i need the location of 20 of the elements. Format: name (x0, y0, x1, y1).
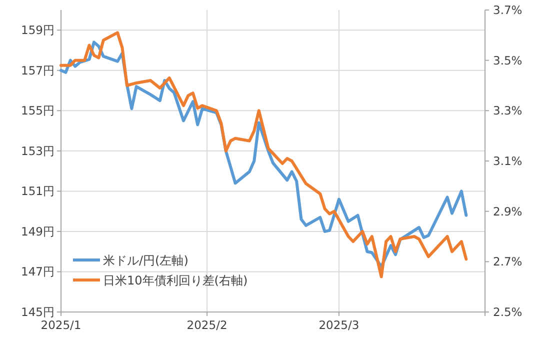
y-tick-label: 145円 (21, 305, 55, 319)
y2-tick-label: 3.5% (493, 53, 522, 68)
y-tick-label: 151円 (21, 184, 55, 198)
y-tick-label: 153円 (21, 144, 55, 158)
x-tick-label: 2025/3 (318, 318, 360, 332)
y2-tick-label: 2.5% (493, 305, 522, 319)
x-tick-label: 2025/2 (186, 318, 228, 332)
y-tick-label: 155円 (21, 104, 55, 118)
legend-label: 米ドル/円(左軸) (103, 254, 188, 268)
y2-tick-label: 3.7% (493, 3, 522, 17)
y2-tick-label: 3.3% (493, 104, 522, 118)
y-tick-label: 149円 (21, 224, 55, 238)
y-tick-label: 157円 (21, 63, 55, 78)
x-tick-label: 2025/1 (40, 318, 82, 332)
legend-label: 日米10年債利回り差(右軸) (103, 274, 248, 288)
y-tick-label: 159円 (21, 23, 55, 38)
y2-tick-label: 2.7% (493, 254, 522, 269)
y-tick-label: 147円 (21, 264, 55, 279)
y2-tick-label: 2.9% (493, 204, 522, 218)
y2-tick-label: 3.1% (493, 154, 522, 168)
